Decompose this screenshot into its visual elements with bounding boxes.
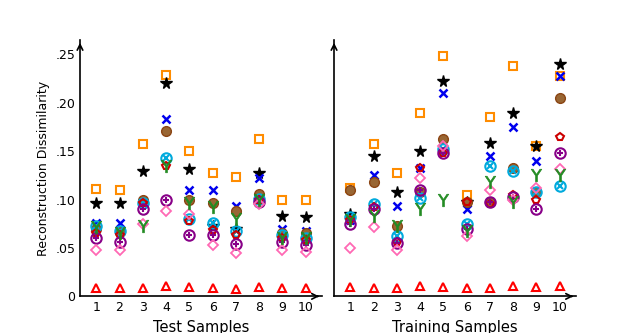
Y-axis label: Reconstruction Dissimilarity: Reconstruction Dissimilarity (36, 81, 49, 256)
X-axis label: Test Samples: Test Samples (153, 320, 249, 333)
X-axis label: Training Samples: Training Samples (392, 320, 518, 333)
